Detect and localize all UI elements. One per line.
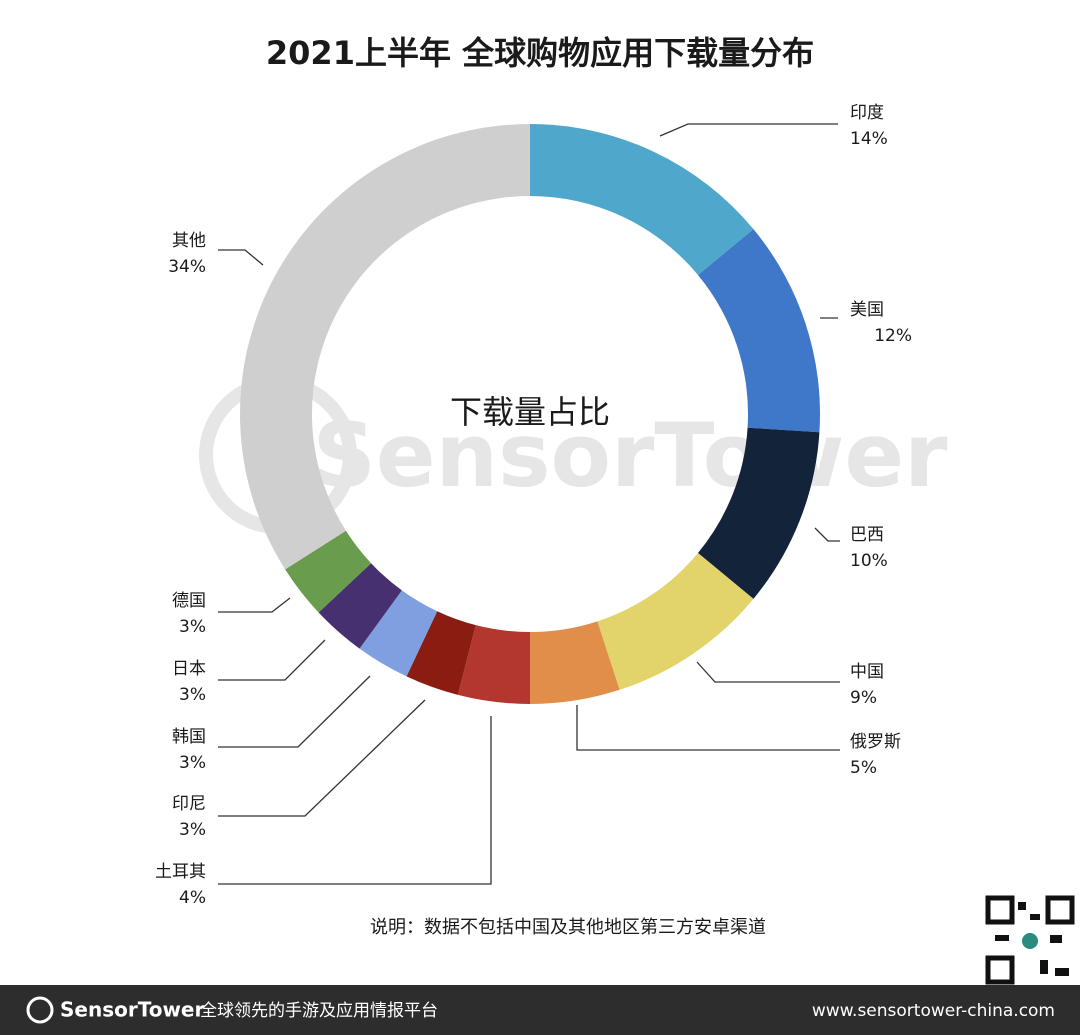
leader-line bbox=[218, 639, 326, 681]
leader-line bbox=[576, 705, 840, 751]
slice-value-label: 10% bbox=[850, 551, 888, 571]
donut-slice bbox=[530, 621, 620, 704]
slice-label: 其他 bbox=[172, 231, 206, 251]
footer-logo bbox=[26, 996, 54, 1024]
slice-label: 中国 bbox=[850, 662, 884, 682]
slice-value-label: 3% bbox=[179, 753, 206, 773]
slice-value-label: 3% bbox=[179, 617, 206, 637]
footer-bar bbox=[0, 985, 1080, 1035]
slice-label: 土耳其 bbox=[155, 862, 206, 882]
leader-line bbox=[218, 716, 492, 885]
donut-slice bbox=[359, 590, 438, 677]
donut-slice bbox=[697, 229, 820, 433]
slice-value-label: 5% bbox=[850, 758, 877, 778]
donut-slice bbox=[285, 530, 372, 613]
donut-slice bbox=[697, 427, 820, 599]
slice-label: 俄罗斯 bbox=[850, 732, 901, 752]
slice-label: 印尼 bbox=[172, 794, 206, 814]
slice-value-label: 9% bbox=[850, 688, 877, 708]
center-label: 下载量占比 bbox=[450, 393, 610, 431]
slice-value-label: 4% bbox=[179, 888, 206, 908]
slice-value-label: 14% bbox=[850, 129, 888, 149]
donut-slice bbox=[530, 124, 754, 276]
slice-label: 德国 bbox=[172, 591, 206, 611]
chart-title: 2021上半年 全球购物应用下载量分布 bbox=[266, 34, 814, 72]
watermark: SensorTower bbox=[312, 404, 948, 507]
slice-value-label: 12% bbox=[874, 326, 912, 346]
footer-slogan: 全球领先的手游及应用情报平台 bbox=[200, 1001, 438, 1021]
donut-slice bbox=[457, 625, 530, 704]
footer-brand: SensorTower bbox=[60, 998, 204, 1022]
slice-label: 日本 bbox=[172, 659, 206, 679]
note: 说明：数据不包括中国及其他地区第三方安卓渠道 bbox=[370, 917, 766, 938]
leader-line bbox=[696, 661, 840, 683]
slice-value-label: 3% bbox=[179, 820, 206, 840]
leader-line bbox=[659, 123, 838, 137]
leader-line bbox=[218, 699, 426, 817]
slice-label: 印度 bbox=[850, 103, 884, 123]
leader-line bbox=[814, 527, 840, 542]
slice-label: 美国 bbox=[850, 300, 884, 320]
leader-line bbox=[218, 597, 291, 613]
leader-line bbox=[218, 249, 264, 266]
slice-value-label: 3% bbox=[179, 685, 206, 705]
slice-label: 韩国 bbox=[172, 727, 206, 747]
qr-code bbox=[985, 895, 1075, 985]
donut-slice bbox=[318, 563, 402, 649]
donut-slice bbox=[597, 552, 754, 690]
slice-value-label: 34% bbox=[168, 257, 206, 277]
donut-slice bbox=[406, 611, 476, 695]
slice-label: 巴西 bbox=[850, 525, 884, 545]
donut-slice bbox=[239, 124, 530, 570]
leader-line bbox=[218, 675, 371, 748]
footer-url: www.sensortower-china.com bbox=[812, 1001, 1055, 1021]
